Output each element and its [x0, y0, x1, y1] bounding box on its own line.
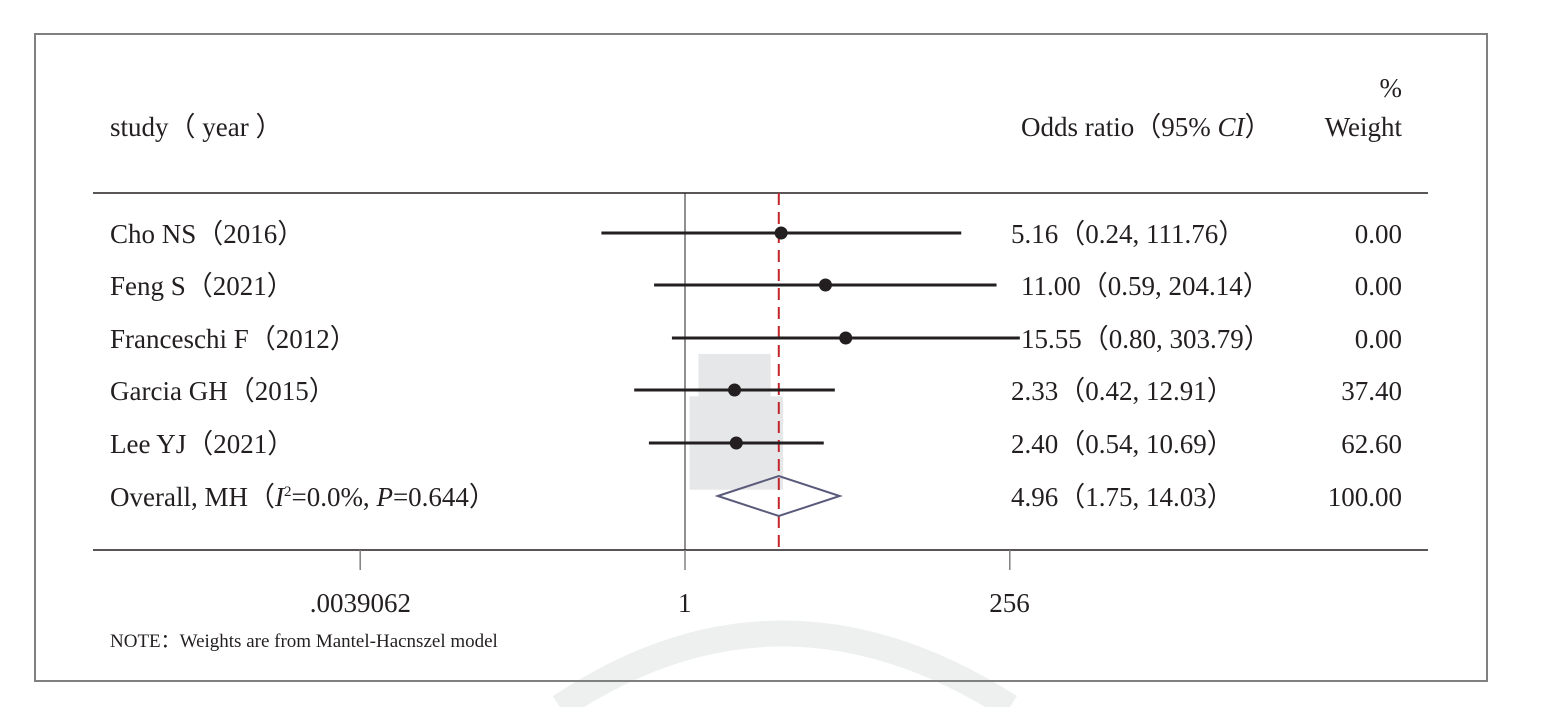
overall-diamond — [714, 474, 843, 518]
odds-ratio-text: 5.16（0.24, 111.76） — [1011, 219, 1246, 249]
study-name: Garcia GH（2015） — [110, 376, 336, 406]
i2-value: =0.0%, — [291, 482, 377, 512]
weight-column-header: Weight — [1324, 112, 1402, 142]
odds-ratio-text: 15.55（0.80, 303.79） — [1021, 324, 1271, 354]
p-value: =0.644） — [392, 482, 496, 512]
study-name: Franceschi F（2012） — [110, 324, 357, 354]
overall-weight-text: 100.00 — [1327, 482, 1402, 512]
p-symbol: P — [376, 482, 393, 512]
weight-text: 62.60 — [1341, 429, 1402, 459]
x-axis-tick-label: 1 — [678, 588, 692, 618]
odds-ratio-text: 11.00（0.59, 204.14） — [1021, 271, 1270, 301]
weight-text: 0.00 — [1354, 219, 1402, 249]
overall-or-text: 4.96（1.75, 14.03） — [1011, 482, 1234, 512]
i2-symbol: I — [274, 482, 284, 512]
weight-text: 37.40 — [1341, 376, 1402, 406]
figure-frame — [34, 33, 1488, 682]
point-estimate — [774, 226, 788, 240]
overall-label: Overall, MH（I2=0.0%, P=0.644） — [110, 484, 496, 511]
or-header-ci: CI — [1217, 112, 1245, 142]
overall-prefix: Overall, MH（ — [110, 482, 275, 512]
weight-text: 0.00 — [1354, 324, 1402, 354]
point-estimate — [728, 383, 742, 397]
study-name: Lee YJ（2021） — [110, 429, 295, 459]
weight-header-percent: % — [1379, 73, 1403, 103]
odds-ratio-column-header: Odds ratio（95% CI） — [1021, 114, 1271, 141]
point-estimate — [839, 331, 853, 345]
i2-superscript: 2 — [283, 484, 292, 500]
or-header-prefix: Odds ratio（95% — [1021, 112, 1218, 142]
point-estimate — [818, 278, 832, 292]
point-estimate — [729, 436, 743, 450]
study-column-header: study（ year ） — [110, 112, 283, 142]
odds-ratio-text: 2.40（0.54, 10.69） — [1011, 429, 1234, 459]
odds-ratio-text: 2.33（0.42, 12.91） — [1011, 376, 1234, 406]
or-header-suffix: ） — [1244, 112, 1272, 142]
x-axis-tick-label: 256 — [989, 588, 1030, 618]
footnote: NOTE：Weights are from Mantel-Hacnszel mo… — [110, 631, 498, 652]
weight-text: 0.00 — [1354, 271, 1402, 301]
study-name: Cho NS（2016） — [110, 219, 305, 249]
study-name: Feng S（2021） — [110, 271, 294, 301]
x-axis-tick-label: .0039062 — [309, 588, 411, 618]
